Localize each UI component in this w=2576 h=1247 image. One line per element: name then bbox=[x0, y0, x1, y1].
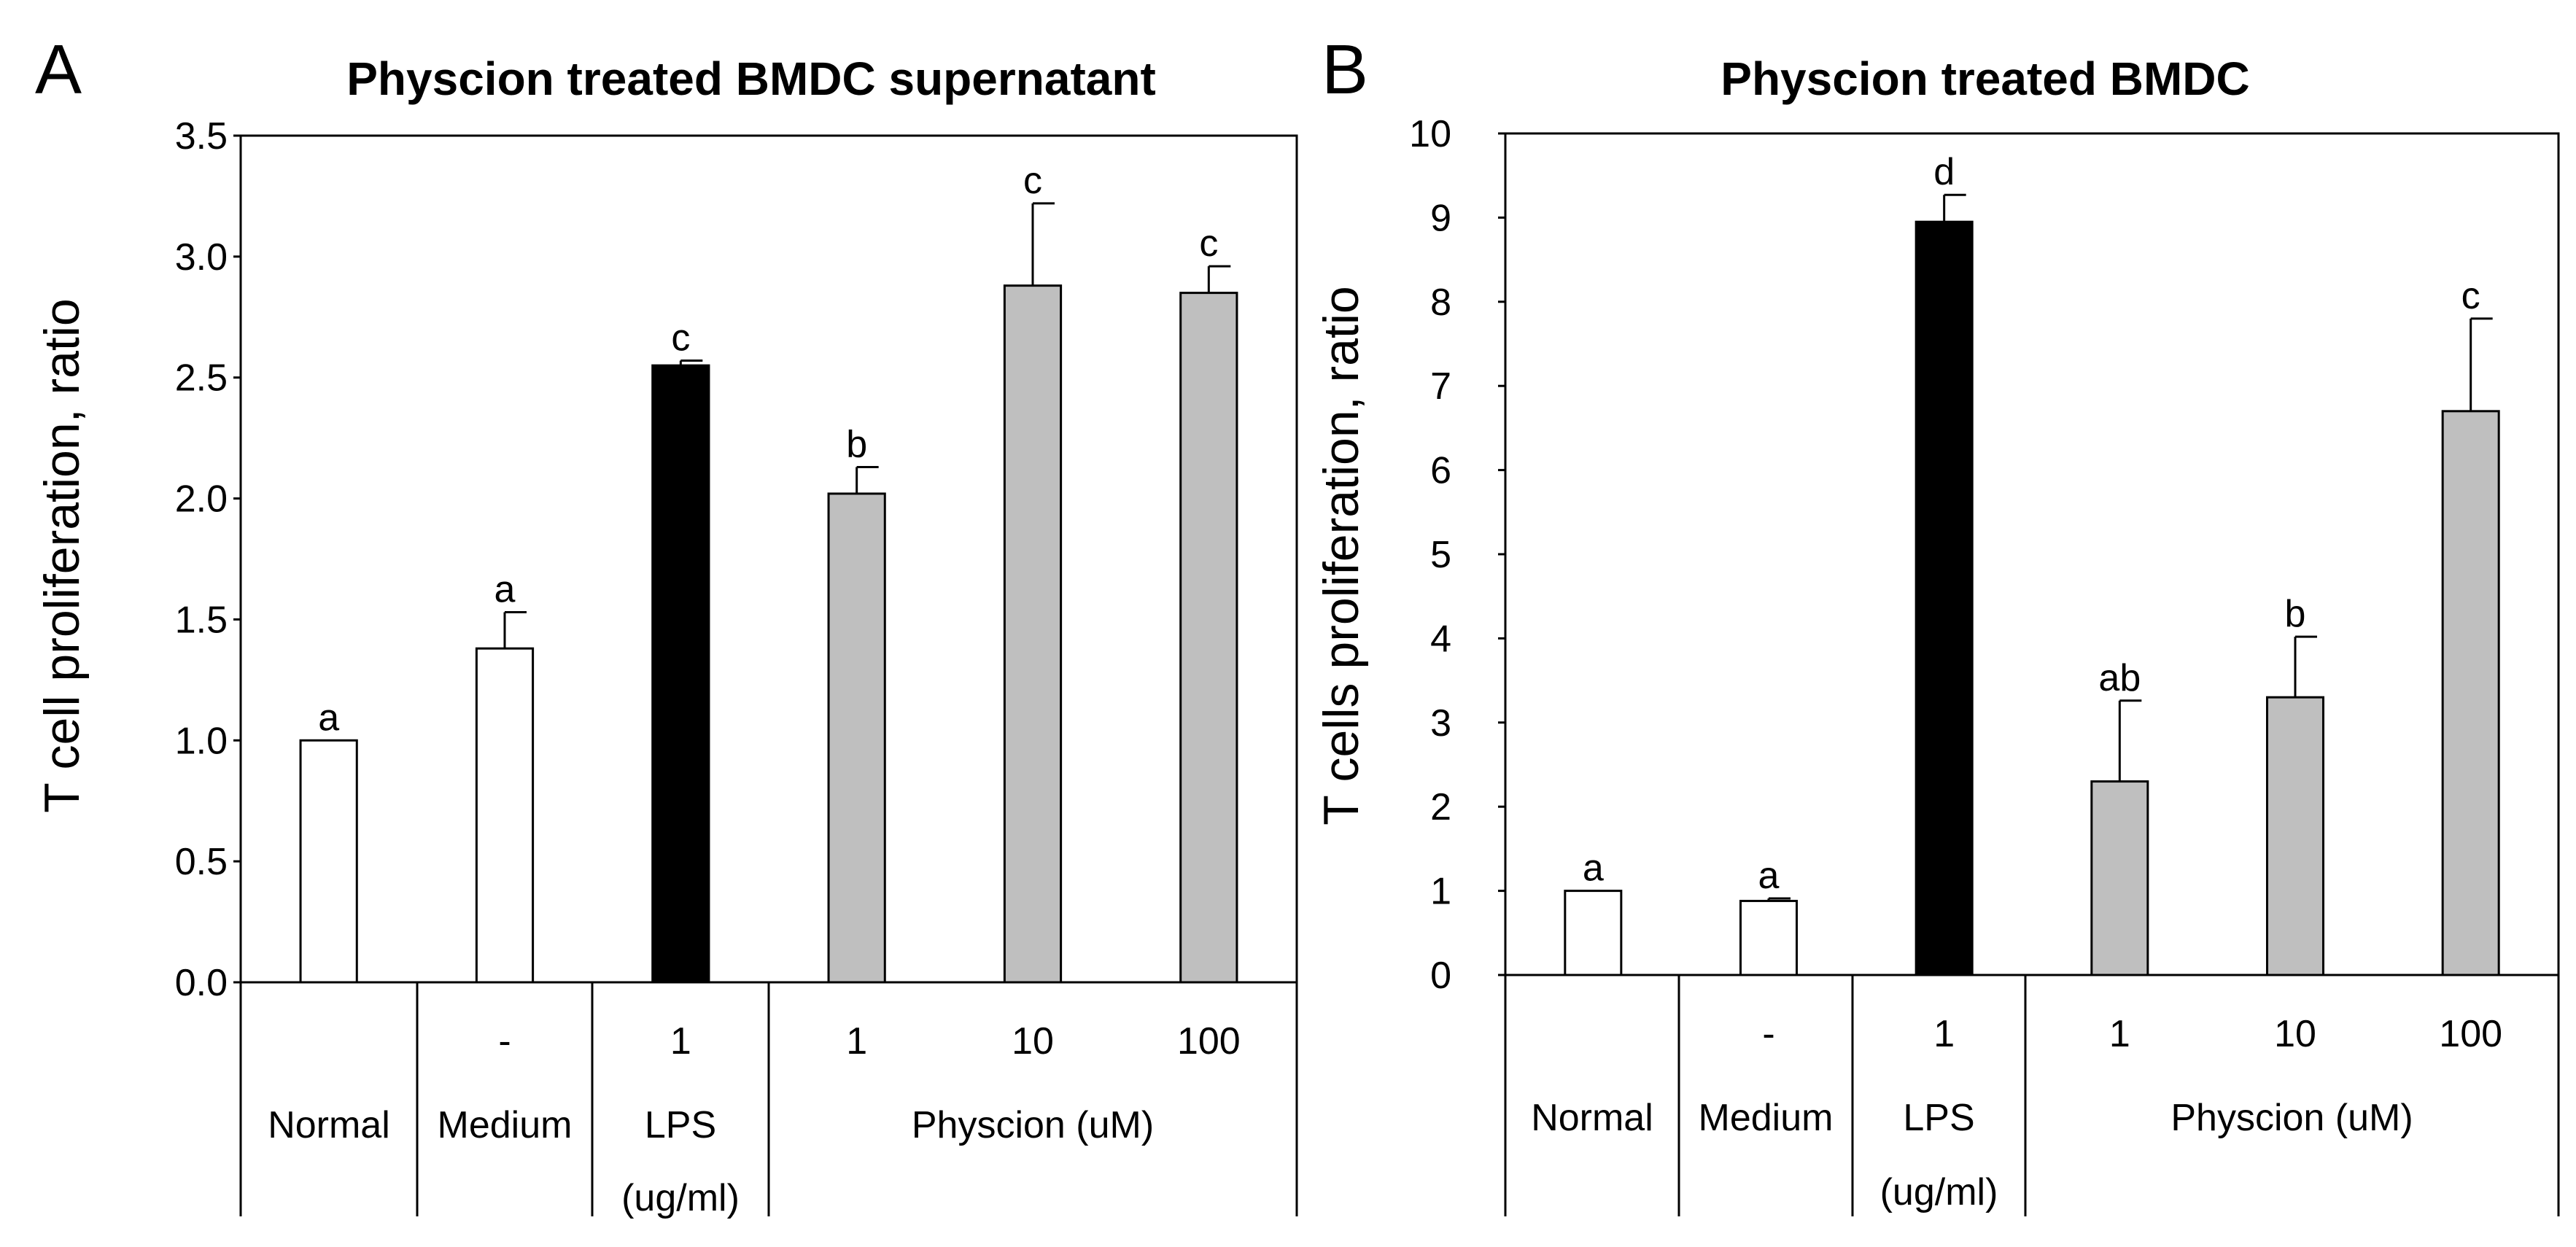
panel-a-group-label: Physcion (uM) bbox=[912, 1104, 1154, 1146]
panel-a-bar bbox=[1179, 292, 1238, 984]
panel-a-bar bbox=[651, 364, 710, 984]
panel-b-bar bbox=[2441, 410, 2500, 976]
panel-a-bar bbox=[299, 739, 358, 984]
panel-a-letter: A bbox=[35, 31, 82, 109]
panel-a-y-tick-label: 3.5 bbox=[175, 115, 228, 158]
panel-b-plot-frame bbox=[1504, 132, 2560, 976]
panel-a-significance-label: c bbox=[671, 316, 690, 359]
panel-a-y-axis-label: T cell proliferation, ratio bbox=[34, 298, 90, 813]
panel-a-dose-label: 100 bbox=[1177, 1020, 1241, 1063]
panel-b-title: Physcion treated BMDC bbox=[1720, 53, 2249, 105]
panel-a-dose-label: 1 bbox=[670, 1020, 691, 1063]
panel-b-y-axis-label: T cells proliferation, ratio bbox=[1314, 286, 1369, 825]
panel-b-significance-label: b bbox=[2285, 593, 2306, 635]
panel-a-dose-label: 1 bbox=[846, 1020, 867, 1063]
panel-a-y-tick-label: 1.5 bbox=[175, 599, 228, 641]
panel-a-y-tick-label: 1.0 bbox=[175, 720, 228, 762]
panel-a-title: Physcion treated BMDC supernatant bbox=[346, 53, 1156, 105]
panel-b-group-label: Medium bbox=[1699, 1097, 1834, 1139]
panel-b-group-label: Physcion (uM) bbox=[2170, 1097, 2413, 1139]
panel-b-dose-label: 1 bbox=[1933, 1013, 1955, 1055]
panel-a-significance-label: a bbox=[318, 696, 339, 739]
panel-b-y-tick-label: 6 bbox=[1430, 450, 1451, 492]
panel-a-group-label: Normal bbox=[268, 1104, 390, 1146]
panel-a-significance-label: b bbox=[846, 423, 867, 465]
panel-a-dose-label: 10 bbox=[1012, 1020, 1054, 1063]
panel-b-bar bbox=[2265, 696, 2325, 976]
panel-b-y-tick-label: 2 bbox=[1430, 786, 1451, 828]
panel-a-bar bbox=[1003, 284, 1063, 984]
panel-b-y-tick-label: 0 bbox=[1430, 955, 1451, 997]
panel-b-significance-label: a bbox=[1758, 855, 1780, 897]
panel-a-y-tick-label: 2.0 bbox=[175, 478, 228, 521]
panel-b-y-tick-label: 7 bbox=[1430, 365, 1451, 408]
panel-b-plot: 0 1 2 3 4 5 6 7 8 9 10 a a - d 1 ab 1 b 10 c 100 Normal Medium L… bbox=[1409, 113, 2560, 1216]
panel-b: B Physcion treated BMDC T cells prolifer… bbox=[1314, 31, 2560, 1216]
panel-b-y-tick-label: 1 bbox=[1430, 871, 1451, 913]
panel-a-significance-label: c bbox=[1023, 160, 1042, 202]
panel-b-dose-label: - bbox=[1762, 1013, 1774, 1055]
panel-a-group-label: Medium bbox=[438, 1104, 573, 1146]
panel-a-group-label: LPS bbox=[645, 1104, 716, 1146]
panel-b-dose-label: 100 bbox=[2439, 1013, 2502, 1055]
panel-b-significance-label: c bbox=[2461, 275, 2480, 317]
panel-a-dose-label: - bbox=[498, 1020, 511, 1063]
panel-a-y-tick-label: 3.0 bbox=[175, 236, 228, 279]
panel-a-plot-frame bbox=[239, 134, 1298, 984]
panel-b-y-tick-label: 8 bbox=[1430, 281, 1451, 324]
panel-a-y-tick-label: 2.5 bbox=[175, 357, 228, 400]
panel-a-group-label: (ug/ml) bbox=[621, 1177, 740, 1219]
panel-b-significance-label: d bbox=[1933, 151, 1955, 193]
panel-b-letter: B bbox=[1322, 31, 1368, 109]
panel-b-dose-label: 10 bbox=[2274, 1013, 2316, 1055]
panel-b-significance-label: ab bbox=[2098, 657, 2141, 699]
panel-b-bar bbox=[1564, 890, 1623, 976]
panel-b-bar bbox=[1914, 220, 1974, 976]
panel-a-y-tick-label: 0.0 bbox=[175, 962, 228, 1004]
panel-b-group-label: (ug/ml) bbox=[1880, 1171, 1998, 1213]
panel-b-group-label: LPS bbox=[1903, 1097, 1974, 1139]
panel-a-bar bbox=[827, 492, 886, 984]
panel-a-significance-label: c bbox=[1199, 222, 1218, 265]
panel-a-plot: 0.0 0.5 1.0 1.5 2.0 2.5 3.0 3.5 a a - c 1 b 1 c 10 c 100 No… bbox=[175, 115, 1298, 1219]
panel-b-y-tick-label: 5 bbox=[1430, 534, 1451, 576]
panel-b-y-tick-label: 3 bbox=[1430, 702, 1451, 745]
panel-b-group-label: Normal bbox=[1531, 1097, 1653, 1139]
panel-b-y-tick-label: 4 bbox=[1430, 618, 1451, 660]
panel-a: A Physcion treated BMDC supernatant T ce… bbox=[34, 31, 1298, 1219]
panel-a-significance-label: a bbox=[494, 568, 516, 610]
panel-b-dose-label: 1 bbox=[2109, 1013, 2130, 1055]
panel-a-bar bbox=[475, 647, 535, 984]
panel-b-y-tick-label: 10 bbox=[1409, 113, 1451, 155]
panel-b-bar bbox=[2090, 780, 2149, 976]
panel-b-significance-label: a bbox=[1583, 847, 1604, 890]
panel-b-y-tick-label: 9 bbox=[1430, 197, 1451, 239]
panel-a-y-tick-label: 0.5 bbox=[175, 841, 228, 883]
panel-b-bar bbox=[1739, 899, 1799, 976]
